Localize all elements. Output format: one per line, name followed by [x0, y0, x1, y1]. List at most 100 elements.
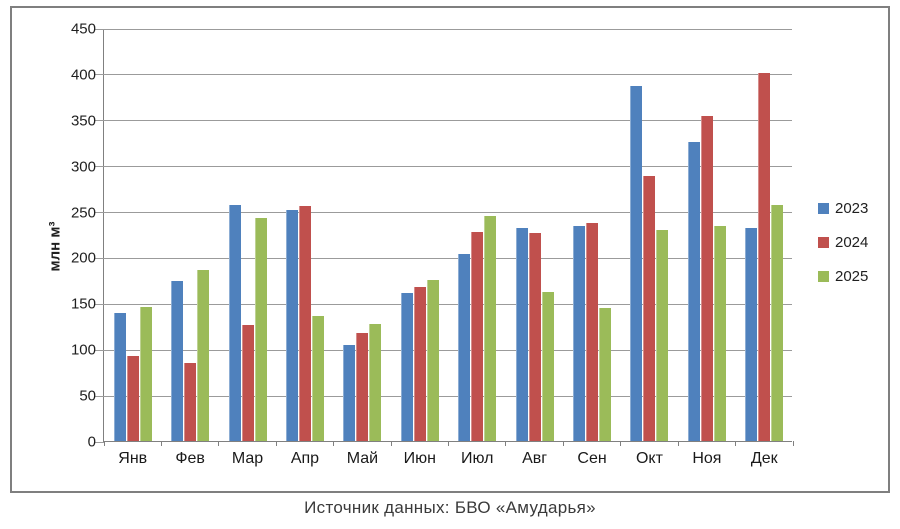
bar-group-Фев	[161, 29, 218, 441]
x-axis-tick	[218, 441, 220, 446]
bar-2023-Авг	[515, 228, 528, 441]
bar-2025-Авг	[541, 292, 554, 441]
gridline	[104, 257, 792, 259]
x-axis-label: Авг	[522, 450, 548, 467]
y-axis-tick-label: 300	[70, 158, 96, 176]
y-axis-tick	[94, 166, 104, 168]
legend-item-2025: 2025	[818, 266, 868, 287]
bar-2024-Фев	[184, 363, 197, 441]
y-axis-tick	[94, 74, 104, 76]
bar-group-Дек	[736, 29, 793, 441]
y-axis-tick	[94, 349, 104, 351]
x-axis-tick	[505, 441, 507, 446]
bar-2025-Янв	[139, 307, 152, 441]
y-axis-tick	[94, 257, 104, 259]
gridline	[104, 212, 792, 214]
bar-2023-Июн	[400, 293, 413, 441]
bar-2025-Окт	[656, 229, 669, 441]
x-axis-label: Окт	[635, 450, 663, 467]
x-axis-tick	[677, 441, 679, 446]
x-axis-tick	[390, 441, 392, 446]
legend-item-2023: 2023	[818, 198, 868, 219]
gridline	[104, 120, 792, 122]
bar-2024-Мар	[241, 325, 254, 441]
bar-2023-Окт	[630, 85, 643, 441]
y-axis-tick-label: 150	[70, 295, 96, 313]
bar-2023-Май	[343, 344, 356, 441]
bar-2025-Июл	[484, 216, 497, 441]
bar-2023-Фев	[171, 281, 184, 441]
x-axis-tick	[792, 441, 794, 446]
bar-2023-Янв	[113, 312, 126, 441]
x-axis-label: Июл	[460, 450, 494, 467]
bar-2024-Июл	[471, 231, 484, 441]
gridline	[104, 395, 792, 397]
bar-2024-Окт	[643, 175, 656, 441]
bar-2024-Ноя	[700, 116, 713, 441]
x-axis-tick	[103, 441, 105, 446]
bar-2025-Ноя	[713, 226, 726, 441]
plot-area: 0 50 100 150 200 250 300 350 400 450 Янв Фев Мар Апр М…	[71, 21, 794, 467]
x-axis-tick	[562, 441, 564, 446]
chart-container: млн м³ 0 50 100 150 200 250 300 350 400 450 Янв Фев…	[10, 6, 890, 493]
bar-group-Окт	[621, 29, 678, 441]
gridline	[104, 303, 792, 305]
x-axis-tick	[333, 441, 335, 446]
y-axis-tick	[94, 212, 104, 214]
bar-group-Авг	[506, 29, 563, 441]
x-axis-tick	[160, 441, 162, 446]
bar-2025-Мар	[254, 217, 267, 441]
x-axis-label: Май	[346, 450, 379, 467]
bar-2025-Сен	[599, 307, 612, 441]
bar-group-Июн	[391, 29, 448, 441]
legend-swatch-2024	[818, 237, 829, 248]
y-axis-tick-label: 350	[70, 112, 96, 130]
bar-2023-Дек	[745, 228, 758, 441]
bar-2023-Апр	[285, 209, 298, 441]
y-axis-tick-label: 450	[70, 20, 96, 38]
bar-2024-Май	[356, 332, 369, 441]
x-axis-label: Июн	[403, 450, 436, 467]
x-axis-label: Апр	[290, 450, 320, 467]
legend-item-2024: 2024	[818, 232, 868, 253]
bar-group-Июл	[449, 29, 506, 441]
bar-2025-Июн	[426, 280, 439, 441]
bar-group-Апр	[276, 29, 333, 441]
x-axis-tick	[735, 441, 737, 446]
x-axis-tick	[448, 441, 449, 446]
y-axis-tick-label: 100	[70, 341, 96, 359]
bar-group-Янв	[104, 29, 161, 441]
x-axis-label: Янв	[118, 450, 148, 467]
bar-group-Май	[334, 29, 391, 441]
gridline	[104, 28, 792, 30]
bar-2023-Июл	[458, 253, 471, 441]
bar-2025-Апр	[311, 316, 324, 441]
legend: 2023 2024 2025	[818, 198, 868, 287]
y-axis-tick	[94, 28, 104, 30]
y-axis-tick-label: 200	[70, 249, 96, 267]
x-axis-label: Ноя	[692, 450, 722, 467]
y-axis-tick-label: 50	[79, 387, 96, 405]
bar-2025-Дек	[771, 205, 784, 441]
y-axis-tick-label: 0	[87, 433, 96, 451]
bar-2024-Июн	[413, 286, 426, 441]
gridline	[104, 349, 792, 351]
x-axis-tick	[620, 441, 622, 446]
bar-2023-Ноя	[687, 141, 700, 441]
legend-swatch-2025	[818, 271, 829, 282]
legend-swatch-2023	[818, 203, 829, 214]
legend-label: 2024	[835, 234, 869, 251]
bar-2025-Фев	[197, 270, 210, 441]
bar-2023-Сен	[573, 226, 586, 441]
gridline	[104, 166, 792, 168]
bar-2024-Сен	[586, 222, 599, 441]
y-axis-tick	[94, 441, 104, 443]
bar-2025-Май	[369, 323, 382, 441]
bar-2023-Мар	[228, 205, 241, 441]
bar-group-Мар	[219, 29, 276, 441]
gridline	[104, 74, 792, 76]
y-axis-tick-label: 250	[70, 204, 96, 222]
x-axis-tick	[275, 441, 277, 446]
x-axis-label: Мар	[231, 450, 264, 467]
